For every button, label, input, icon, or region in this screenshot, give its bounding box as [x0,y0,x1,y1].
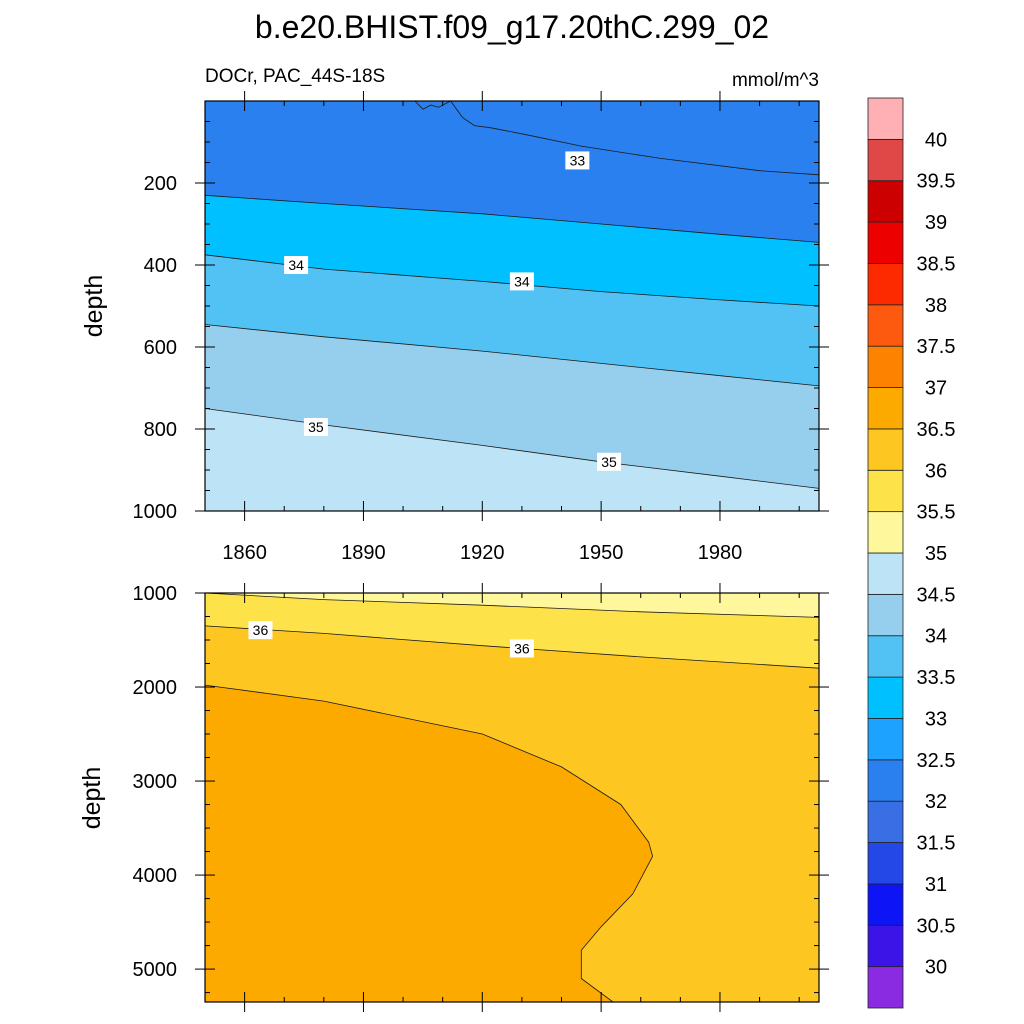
colorbar-swatch [867,511,904,554]
colorbar-swatch [867,221,904,264]
x-tick-label: 1950 [579,542,624,564]
y-tick-label: 400 [144,255,177,277]
colorbar-label: 31 [925,874,947,896]
colorbar-label: 39.5 [917,171,956,193]
colorbar-swatch [867,428,904,471]
units-label: mmol/m^3 [732,70,819,91]
colorbar-swatch [867,966,904,1009]
y-tick-label: 1000 [133,501,178,523]
colorbar-label: 35 [925,543,947,565]
y-tick-label: 2000 [133,677,178,699]
colorbar-label: 38.5 [917,253,956,275]
colorbar-swatch [867,469,904,513]
contour-label: 36 [509,639,534,658]
colorbar-label: 30 [925,957,947,979]
lower-y-ticks: 1000 2000 3000 4000 5000 [133,583,829,994]
colorbar-swatch [867,387,904,430]
colorbar-label: 32.5 [917,750,956,772]
colorbar-swatch [867,635,904,678]
contour-fill-32_5 [414,101,819,175]
colorbar-label: 32 [925,791,947,813]
lower-y-axis-label: depth [78,767,106,830]
y-tick-label: 800 [144,419,177,441]
colorbar-label: 34 [925,626,947,648]
colorbar-label: 36.5 [917,419,956,441]
x-tick-label: 1860 [222,542,267,564]
colorbar-swatch [867,759,904,802]
colorbar-swatch [867,593,904,637]
contour-line-36_5 [205,684,654,1002]
contour-label: 35 [597,452,622,471]
contour-label-text: 35 [308,419,324,435]
y-tick-label: 5000 [133,959,178,981]
upper-panel: 33 34 34 35 35 200 400 600 800 1000 1860 1890 1920… [80,91,829,564]
contour-label-text: 36 [253,622,269,638]
lower-contour-labels: 36 36 [248,621,534,658]
colorbar-swatch [867,552,904,595]
y-tick-label: 200 [144,173,177,195]
chart-title: b.e20.BHIST.f09_g17.20thC.299_02 [255,9,769,45]
colorbar-label: 33.5 [917,667,956,689]
contour-label: 34 [284,256,309,274]
colorbar-label: 30.5 [917,915,956,937]
colorbar-swatch [867,138,904,182]
y-tick-label: 1000 [133,583,178,605]
contour-label: 34 [509,272,534,291]
contour-fill-34_5 [205,408,819,511]
contour-label-text: 34 [288,257,304,273]
colorbar-label: 33 [925,708,947,730]
upper-y-axis-label: depth [80,275,108,338]
colorbar-swatch [867,883,904,926]
contour-label-text: 34 [514,273,530,289]
contour-line-36 [205,625,819,669]
x-tick-label: 1920 [460,542,505,564]
y-tick-label: 3000 [133,771,178,793]
colorbar-swatch [867,800,904,843]
upper-contour-labels: 33 34 34 35 35 [284,151,622,471]
upper-y-ticks: 200 400 600 800 1000 [133,100,829,523]
x-tick-label: 1980 [698,542,743,564]
colorbar-label: 31.5 [917,833,956,855]
colorbar-label: 35.5 [917,502,956,524]
colorbar-swatch [867,345,904,388]
upper-fill-regions [205,101,819,511]
contour-fill-36_5 [205,685,653,1002]
y-tick-label: 4000 [133,865,178,887]
colorbar-swatch [867,263,904,306]
x-tick-label: 1890 [341,542,386,564]
colorbar-label: 38 [925,295,947,317]
colorbar-label: 40 [925,129,947,151]
colorbar: 30 30.5 31 31.5 32 32.5 33 33.5 34 34.5 35 35.5 36 36… [867,97,956,1009]
y-tick-label: 600 [144,337,177,359]
colorbar-label: 39 [925,212,947,234]
contour-label: 36 [248,621,273,640]
variable-label: DOCr, PAC_44S-18S [205,66,385,87]
contour-line-34 [205,324,819,387]
colorbar-swatch [867,304,904,347]
contour-label: 33 [565,151,590,170]
colorbar-label: 34.5 [917,584,956,606]
contour-line-33 [205,194,819,243]
colorbar-swatch [867,718,904,761]
colorbar-swatch [867,842,904,885]
lower-plot-frame [204,592,820,1003]
contour-label: 35 [303,417,328,436]
lower-fill-regions [205,593,819,1002]
colorbar-label: 37 [925,378,947,400]
colorbar-label: 37.5 [917,336,956,358]
contour-label-text: 36 [514,640,530,656]
contour-line-32_5 [414,101,819,176]
upper-x-ticks: 1860 1890 1920 1950 1980 [204,91,800,564]
colorbar-swatch [867,676,904,719]
colorbar-swatch [867,180,904,223]
colorbar-swatch [867,97,904,140]
lower-panel: 36 36 1000 2000 3000 4000 5000 depth [78,583,829,1012]
contour-label-text: 35 [601,454,617,470]
lower-x-ticks [204,583,800,1012]
colorbar-label: 36 [925,460,947,482]
colorbar-swatch [867,924,904,968]
contour-label-text: 33 [570,152,586,168]
